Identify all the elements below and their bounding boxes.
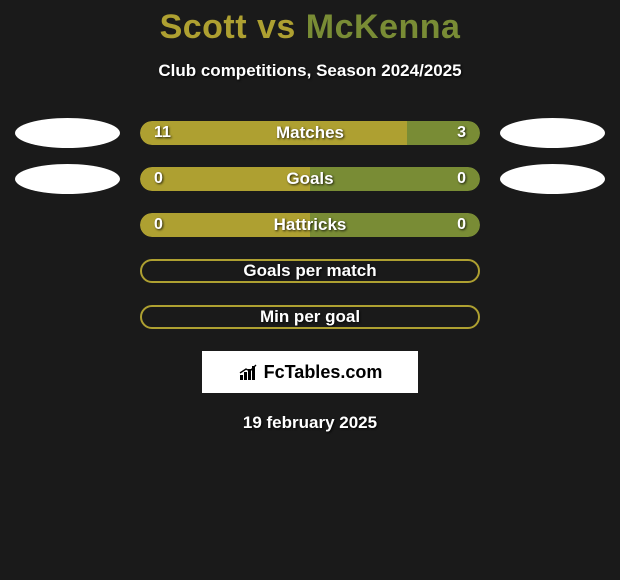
player1-name: Scott <box>160 8 248 46</box>
stat-label: Goals per match <box>142 261 478 281</box>
stat-bar: Min per goal <box>140 305 480 329</box>
player2-name: McKenna <box>306 8 461 46</box>
chart-icon <box>238 363 260 381</box>
stat-row: 113Matches <box>0 121 620 145</box>
stat-label: Hattricks <box>140 215 480 235</box>
stat-row: 00Hattricks <box>0 213 620 237</box>
stat-row: 00Goals <box>0 167 620 191</box>
stat-bar: 113Matches <box>140 121 480 145</box>
stat-label: Min per goal <box>142 307 478 327</box>
comparison-card: Scott vs McKenna Club competitions, Seas… <box>0 0 620 433</box>
stat-label: Goals <box>140 169 480 189</box>
stat-row: Min per goal <box>0 305 620 329</box>
player1-oval <box>15 164 120 194</box>
subtitle: Club competitions, Season 2024/2025 <box>0 61 620 81</box>
stat-bar: 00Goals <box>140 167 480 191</box>
player1-oval <box>15 118 120 148</box>
stat-bar: Goals per match <box>140 259 480 283</box>
player2-oval <box>500 164 605 194</box>
stat-bar: 00Hattricks <box>140 213 480 237</box>
stat-label: Matches <box>140 123 480 143</box>
vs-text: vs <box>257 8 296 46</box>
player2-oval <box>500 118 605 148</box>
date-label: 19 february 2025 <box>0 413 620 433</box>
page-title: Scott vs McKenna <box>0 8 620 47</box>
logo-text: FcTables.com <box>264 362 383 383</box>
stats-area: 113Matches 00Goals 00Hattricks Goals per ma… <box>0 121 620 329</box>
logo-box[interactable]: FcTables.com <box>202 351 418 393</box>
stat-row: Goals per match <box>0 259 620 283</box>
